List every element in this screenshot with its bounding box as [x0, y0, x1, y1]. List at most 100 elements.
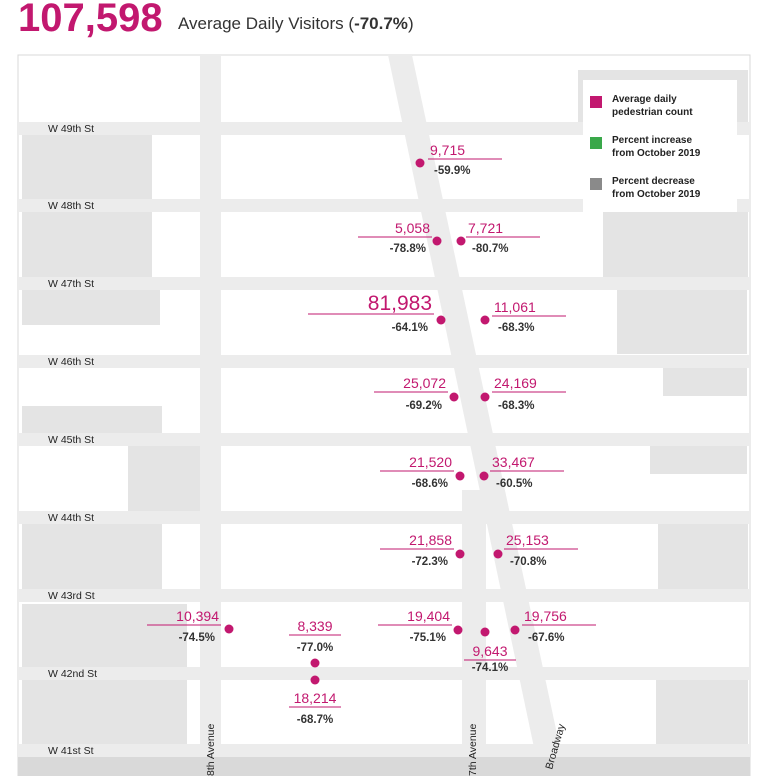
legend: Average daily pedestrian count Percent inc… [583, 80, 737, 212]
pedestrian-count: 9,715 [430, 142, 465, 158]
location-marker: 8,339 -77.0% [289, 618, 341, 668]
marker-dot [432, 236, 442, 246]
building-block [22, 212, 152, 287]
street-label: W 48th St [48, 200, 94, 212]
building-block [603, 210, 748, 280]
percent-change: -78.8% [390, 243, 426, 255]
percent-change: -59.9% [434, 165, 470, 177]
percent-change: -74.5% [179, 632, 215, 644]
percent-change: -67.6% [528, 632, 564, 644]
pedestrian-count: 33,467 [492, 454, 535, 470]
location-marker: 25,072 -69.2% [374, 375, 459, 412]
marker-dot [456, 236, 466, 246]
building-block [22, 604, 187, 670]
street [18, 511, 750, 524]
marker-dot [480, 315, 490, 325]
percent-change: -72.3% [412, 556, 448, 568]
street-label: W 44th St [48, 512, 94, 524]
pedestrian-count: 25,072 [403, 375, 446, 391]
avenue-8th [200, 55, 221, 776]
broadway [388, 55, 566, 776]
marker-dot [510, 625, 520, 635]
street [18, 667, 750, 680]
header: 107,598 Average Daily Visitors (-70.7%) [18, 0, 758, 44]
location-marker: 18,214 -68.7% [289, 675, 341, 726]
location-marker: 21,858 -72.3% [380, 532, 465, 568]
pedestrian-count: 10,394 [176, 608, 219, 624]
pedestrian-count: 24,169 [494, 375, 537, 391]
avenue-label: 8th Avenue [205, 723, 217, 776]
building-block [22, 290, 160, 325]
street [18, 277, 750, 290]
marker-dot [224, 624, 234, 634]
location-marker: 21,520 -68.6% [380, 454, 465, 490]
marker-dot [479, 471, 489, 481]
percent-change: -70.8% [510, 556, 546, 568]
percent-change: -64.1% [392, 322, 428, 334]
subtitle-suffix: ) [407, 14, 414, 33]
marker-dot [455, 471, 465, 481]
percent-change: -77.0% [297, 642, 333, 654]
marker-dot [453, 625, 463, 635]
percent-change: -69.2% [406, 400, 442, 412]
marker-dot [480, 627, 490, 637]
pedestrian-count: 8,339 [297, 618, 332, 634]
marker-dot [455, 549, 465, 559]
street-label: W 41st St [48, 745, 94, 757]
building-block [22, 406, 162, 434]
pedestrian-count: 11,061 [494, 299, 536, 315]
marker-dot [493, 549, 503, 559]
location-marker: 19,756 -67.6% [510, 608, 596, 644]
subtitle-prefix: Average Daily Visitors ( [178, 14, 355, 33]
marker-dot [436, 315, 446, 325]
legend-swatch [590, 178, 602, 190]
percent-change: -60.5% [496, 478, 532, 490]
legend-box [583, 80, 737, 212]
marker-dot [310, 658, 320, 668]
pedestrian-count: 81,983 [368, 292, 432, 315]
marker-dot [415, 158, 425, 168]
percent-change: -68.3% [498, 322, 534, 334]
legend-label: from October 2019 [612, 189, 701, 200]
location-marker: 11,061 -68.3% [480, 299, 566, 334]
building-block [663, 368, 747, 396]
legend-label: from October 2019 [612, 148, 701, 159]
location-marker: 9,715 -59.9% [415, 142, 502, 177]
location-marker: 19,404 -75.1% [378, 608, 463, 644]
pedestrian-count: 19,404 [407, 608, 450, 624]
building-block [22, 524, 162, 594]
street-label: W 42nd St [48, 668, 97, 680]
building-block [650, 446, 747, 474]
avenue-label: 7th Avenue [467, 723, 479, 776]
building-block [617, 290, 747, 354]
subtitle-pct: -70.7% [354, 14, 408, 33]
legend-swatch [590, 96, 602, 108]
street-label: W 47th St [48, 278, 94, 290]
building-block [656, 680, 748, 750]
pedestrian-count: 21,520 [409, 454, 452, 470]
street-label: W 45th St [48, 434, 94, 446]
location-marker: 24,169 -68.3% [480, 375, 566, 412]
percent-change: -80.7% [472, 243, 508, 255]
bottom-strip [18, 757, 750, 776]
street [18, 355, 750, 368]
pedestrian-count: 19,756 [524, 608, 567, 624]
legend-label: pedestrian count [612, 107, 693, 118]
building-block [658, 524, 748, 594]
street [18, 589, 750, 602]
legend-label: Percent increase [612, 135, 692, 146]
subtitle: Average Daily Visitors (-70.7%) [178, 14, 414, 34]
pedestrian-count: 5,058 [395, 220, 430, 236]
location-marker: 25,153 -70.8% [493, 532, 578, 568]
building-block [22, 135, 152, 200]
street [18, 744, 750, 757]
pedestrian-count: 25,153 [506, 532, 549, 548]
location-marker: 33,467 -60.5% [479, 454, 564, 490]
marker-dot [480, 392, 490, 402]
location-marker: 81,983 -64.1% [308, 292, 446, 334]
percent-change: -75.1% [410, 632, 446, 644]
percent-change: -68.7% [297, 714, 333, 726]
location-marker: 5,058 -78.8% [358, 220, 442, 255]
marker-dot [310, 675, 320, 685]
